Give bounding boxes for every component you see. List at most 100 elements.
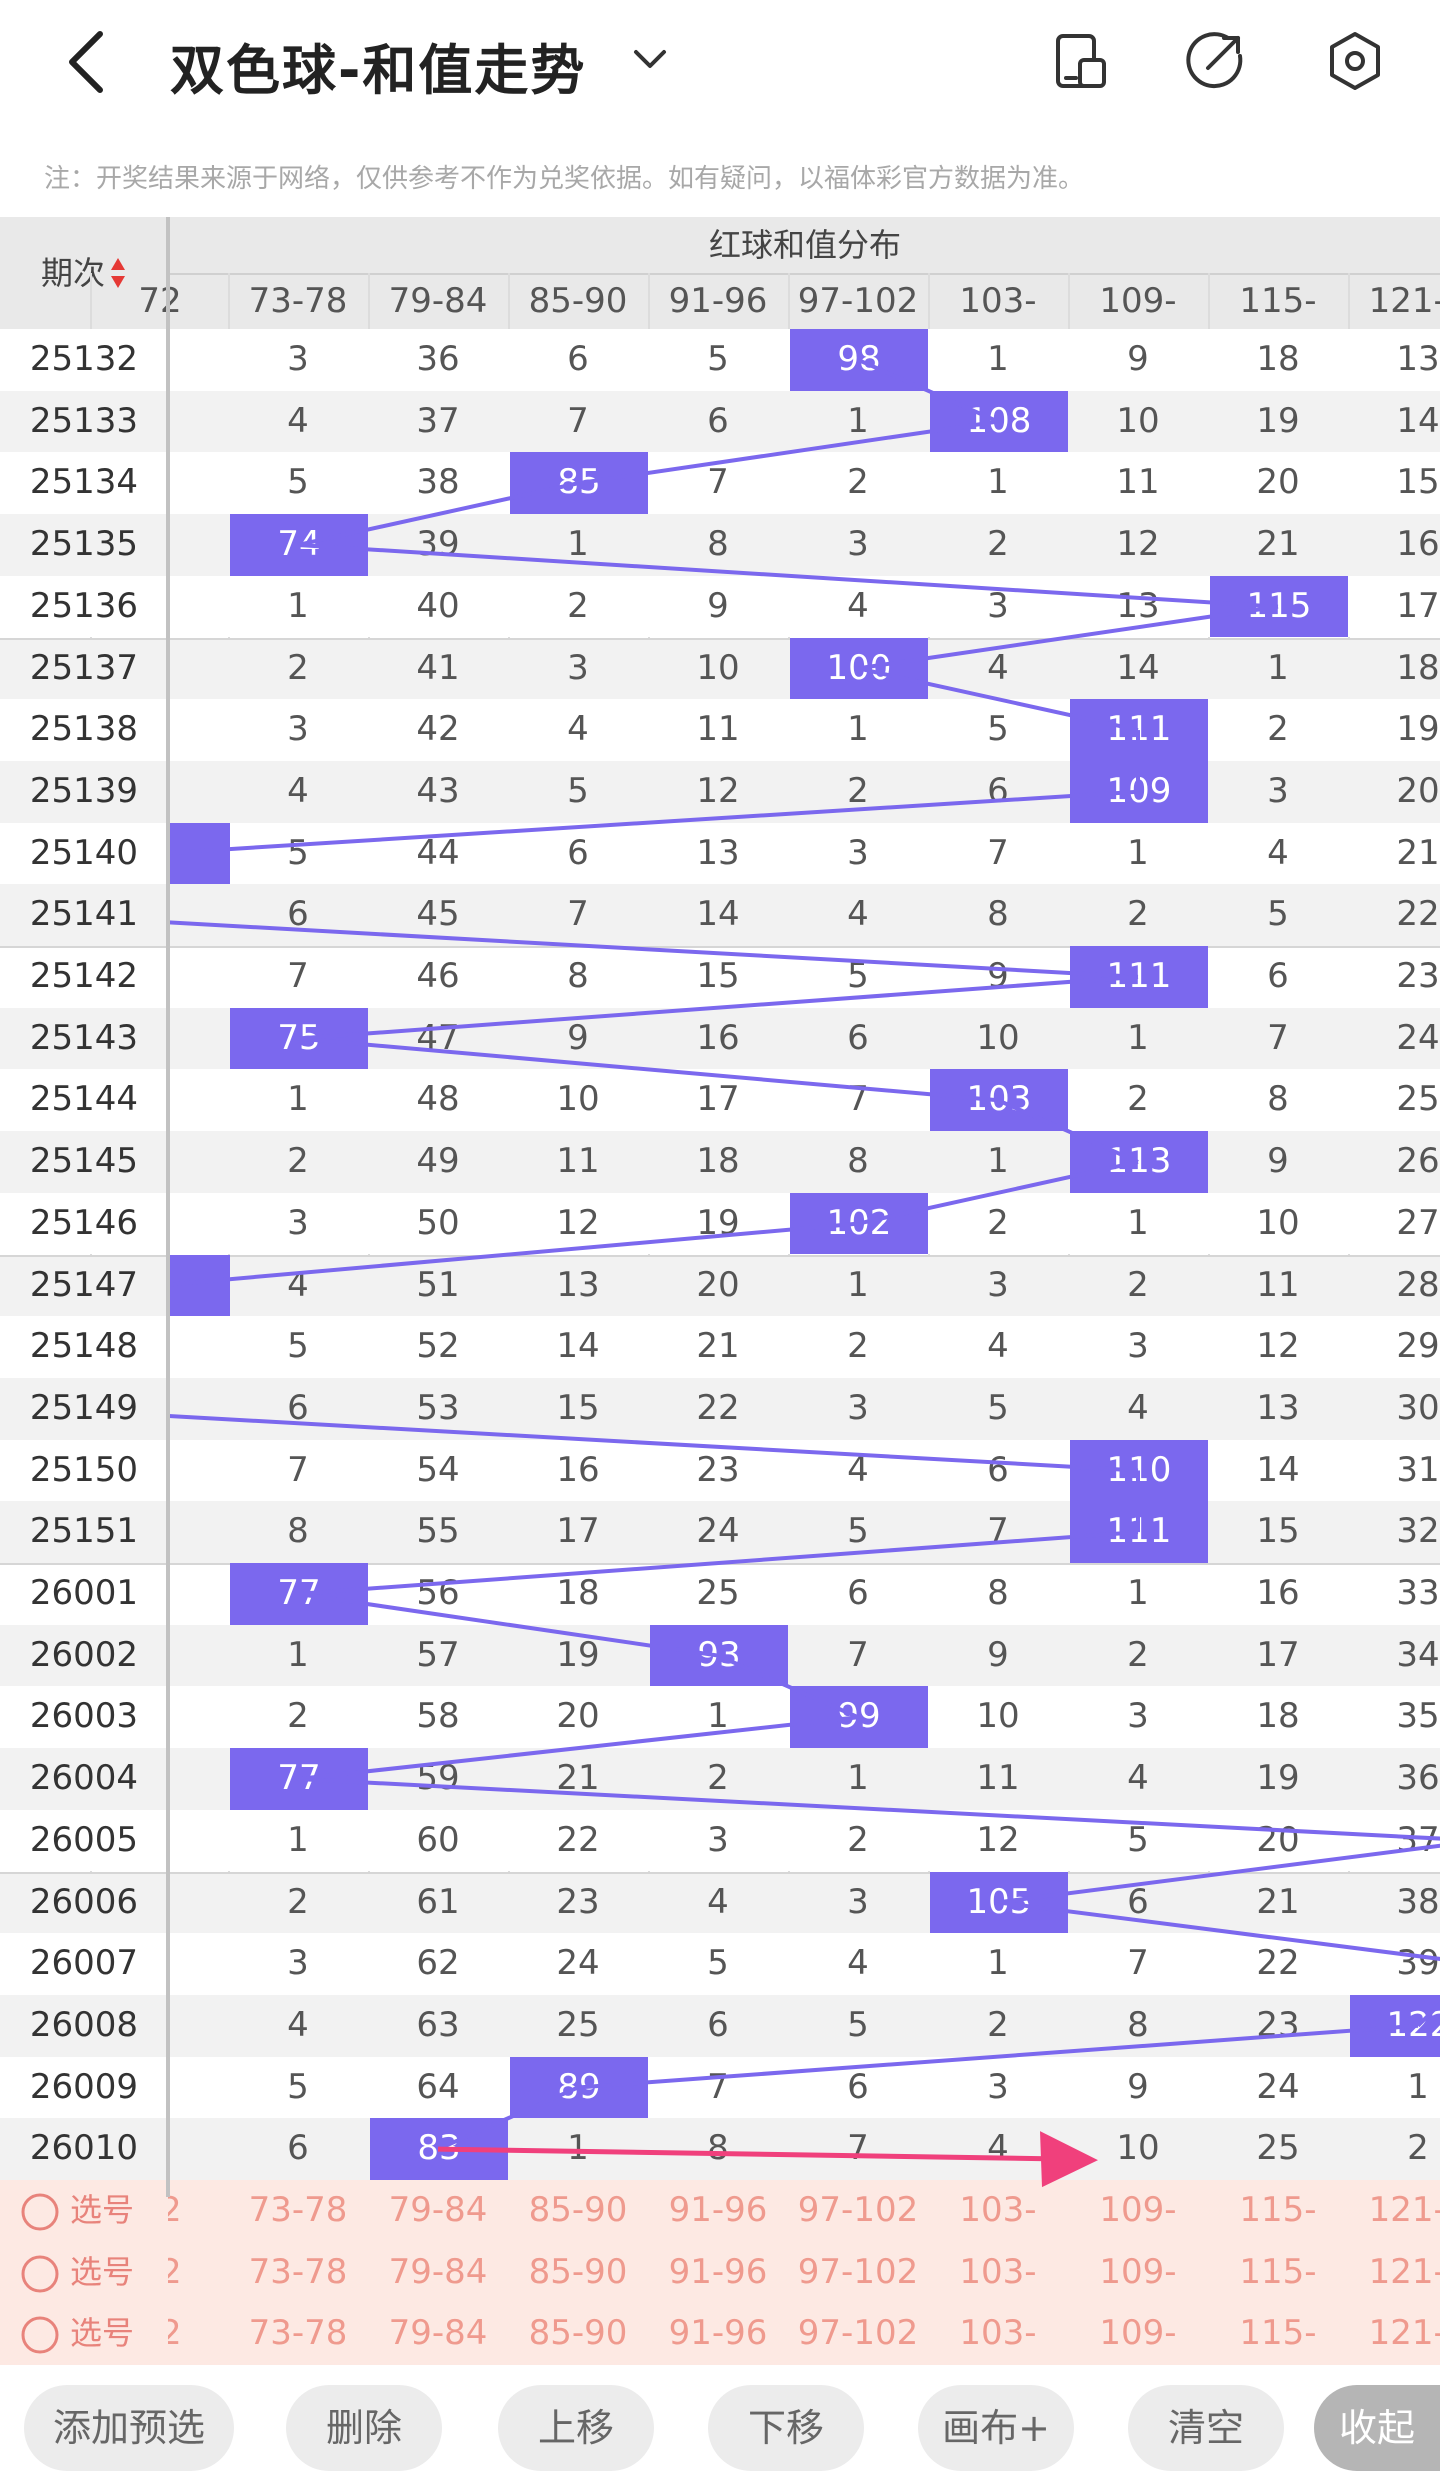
pick-cell[interactable]: 115-120 (1239, 2313, 1317, 2354)
pick-row (0, 2180, 1440, 2242)
table-cell: 64 (416, 2066, 460, 2107)
trend-segment (159, 1221, 859, 1288)
delete-button[interactable]: 删除 (286, 2385, 442, 2471)
table-cell: 6 (707, 2004, 729, 2045)
pick-cell[interactable]: 121-1 (1368, 2190, 1440, 2230)
table-cell: 37 (416, 400, 460, 441)
chevron-down-icon[interactable] (630, 42, 670, 78)
trend-segment (857, 604, 1279, 671)
table-cell: 3 (707, 1819, 729, 1860)
table-cell: 8 (847, 1141, 869, 1182)
pick-cell[interactable]: 73-78 (248, 2190, 348, 2230)
issue-number: 25136 (29, 585, 139, 626)
issue-number: 26006 (29, 1881, 139, 1922)
circle-radio-icon[interactable] (20, 2254, 60, 2294)
sort-icon[interactable] (109, 256, 127, 290)
table-cell: 15 (1396, 462, 1440, 503)
clear-button[interactable]: 清空 (1128, 2385, 1284, 2471)
pick-select-toggle[interactable]: 选号 (0, 2180, 168, 2242)
table-cell: 15 (1256, 1511, 1300, 1552)
column-header: 97-102 (797, 281, 919, 321)
issue-number: 26007 (29, 1943, 139, 1984)
pick-cell[interactable]: 79-84 (388, 2313, 488, 2354)
table-cell: 12 (556, 1202, 600, 1243)
table-cell: 17 (1256, 1634, 1300, 1675)
issue-cell-bg (0, 1686, 168, 1749)
canvas-plus-button[interactable]: 画布+ (918, 2385, 1074, 2471)
move-down-button[interactable]: 下移 (708, 2385, 864, 2471)
table-cell: 58 (416, 1696, 460, 1737)
pick-cell[interactable]: 91-96 (668, 2190, 768, 2230)
pick-cell[interactable]: 91-96 (668, 2251, 768, 2292)
pick-select-toggle[interactable]: 选号 (0, 2303, 168, 2365)
table-cell: 5 (287, 1326, 309, 1367)
circle-radio-icon[interactable] (20, 2315, 60, 2355)
table-cell: 4 (707, 1881, 729, 1922)
circle-radio-icon[interactable] (20, 2192, 60, 2232)
pick-cell[interactable]: 79-84 (388, 2190, 488, 2230)
table-cell: 12 (696, 770, 740, 811)
table-cell: 8 (707, 524, 729, 565)
table-cell: 2 (1127, 1634, 1149, 1675)
table-row (0, 637, 1440, 702)
table-cell: 18 (1256, 1696, 1300, 1737)
pick-cell[interactable]: 97-102 (797, 2190, 919, 2230)
table-cell: 1 (847, 1264, 869, 1305)
pick-cell[interactable]: 121-1 (1368, 2251, 1440, 2292)
issue-number: 26005 (29, 1819, 139, 1860)
pick-cell[interactable]: 85-90 (528, 2190, 628, 2230)
collapse-button[interactable]: 收起 (1314, 2385, 1440, 2471)
table-cell: 8 (287, 1511, 309, 1552)
pick-cell[interactable]: 73-78 (248, 2251, 348, 2292)
table-cell: 2 (847, 462, 869, 503)
settings-icon[interactable] (1324, 30, 1386, 92)
table-cell: 20 (556, 1696, 600, 1737)
table-cell: 1 (987, 1943, 1009, 1984)
issue-number: 25147 (29, 1264, 139, 1305)
issue-cell-bg (0, 1748, 168, 1810)
table-cell: 30 (1396, 1387, 1440, 1428)
table-cell: 18 (556, 1573, 600, 1613)
table-cell: 10 (1116, 2128, 1160, 2169)
pick-cell[interactable]: 85-90 (528, 2313, 628, 2354)
table-cell: 62 (416, 1943, 460, 1984)
table-cell: 31 (1396, 1449, 1440, 1490)
pick-cell[interactable]: 97-102 (797, 2251, 919, 2292)
table-cell: 5 (847, 2004, 869, 2045)
phone-icon[interactable] (1050, 30, 1112, 92)
table-cell: 36 (416, 339, 460, 379)
trend-segment (437, 2085, 579, 2151)
pick-cell[interactable]: 91-96 (668, 2313, 768, 2354)
table-row (0, 1686, 1440, 1749)
pick-cell[interactable]: 79-84 (388, 2251, 488, 2292)
table-cell: 2 (847, 1819, 869, 1860)
table-row (0, 390, 1440, 453)
move-up-button[interactable]: 上移 (498, 2385, 654, 2471)
table-cell: 2 (1127, 1079, 1149, 1120)
hit-cell: 111 (1070, 946, 1208, 1008)
table-cell: 4 (987, 647, 1009, 688)
table-cell: 39 (416, 524, 460, 565)
group-title: 红球和值分布 (708, 226, 901, 264)
table-cell: 6 (287, 2128, 309, 2169)
add-preselect-button[interactable]: 添加预选 (24, 2385, 234, 2471)
pick-cell[interactable]: 85-90 (528, 2251, 628, 2292)
table-cell: 1 (707, 1696, 729, 1737)
back-chevron-icon[interactable] (62, 30, 112, 94)
pick-cell[interactable]: 97-102 (797, 2313, 919, 2354)
pick-select-toggle[interactable]: 选号 (0, 2242, 168, 2304)
pick-cell[interactable]: 109-114 (1099, 2313, 1177, 2354)
pick-cell[interactable]: 73-78 (248, 2313, 348, 2354)
pick-cell[interactable]: 103-108 (959, 2313, 1037, 2354)
table-cell: 14 (556, 1326, 600, 1367)
share-icon[interactable] (1184, 30, 1246, 92)
page-title[interactable]: 双色球-和值走势 (170, 39, 587, 102)
table-cell: 20 (1396, 770, 1440, 811)
pick-cell[interactable]: 121-1 (1368, 2313, 1440, 2354)
issue-column-header[interactable]: 期次 (0, 217, 168, 329)
table-cell: 10 (976, 1017, 1020, 1058)
table-row (0, 329, 1440, 391)
table-cell: 9 (1267, 1141, 1289, 1182)
table-cell: 29 (1396, 1326, 1440, 1367)
table-cell: 3 (847, 832, 869, 873)
